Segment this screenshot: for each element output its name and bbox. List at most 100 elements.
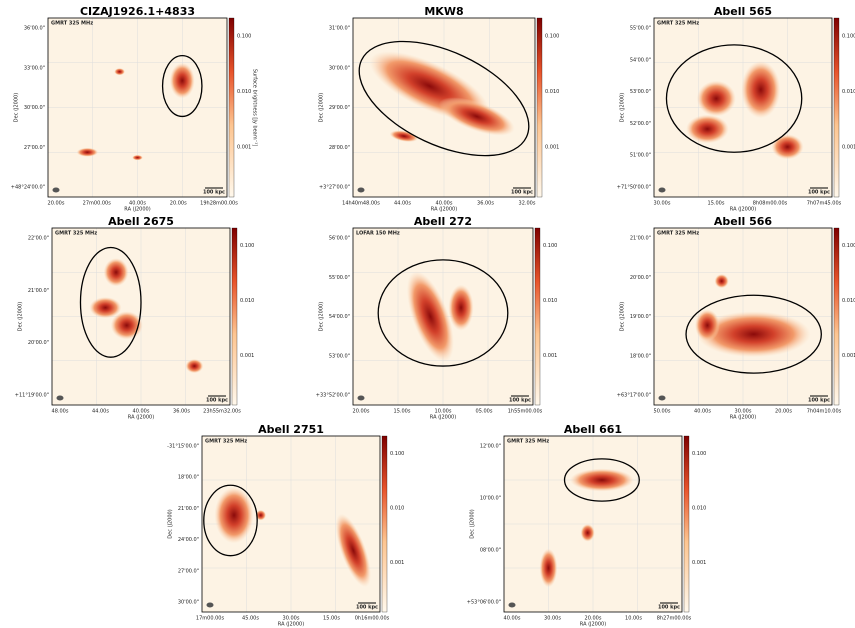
colorbar-tick-label: 0.100: [390, 451, 404, 457]
frame: [201, 435, 381, 613]
y-tick-label: +63°17'00.0": [617, 393, 651, 399]
y-tick-label: 51'00.0": [630, 153, 651, 159]
beam: [508, 602, 516, 608]
radio-emission: [696, 311, 811, 358]
scalebar-label: 100 kpc: [808, 398, 830, 404]
x-tick-label: 20.00s: [353, 409, 370, 415]
x-tick-label: 30.00s: [544, 616, 561, 622]
x-tick-label: 7h04m10.00s: [807, 409, 842, 415]
radio-emission: [406, 271, 454, 362]
telescope-label: GMRT 325 MHz: [205, 439, 247, 445]
y-axis-label: Dec (J2000): [620, 93, 626, 122]
scalebar-label: 100 kpc: [203, 190, 225, 196]
colorbar-tick-label: 0.100: [842, 33, 855, 39]
y-tick-label: +11°19'00.0": [15, 393, 49, 399]
y-tick-label: 18'00.0": [178, 475, 199, 481]
x-tick-label: 19h28m00.00s: [200, 201, 238, 207]
colorbar-tick-label: 0.010: [692, 506, 706, 512]
y-tick-label: 20'00.0": [28, 340, 49, 346]
telescope-label: LOFAR 150 MHz: [356, 231, 400, 237]
x-tick-label: 8h27m00.00s: [657, 616, 692, 622]
x-tick-label: 15.00s: [394, 409, 411, 415]
y-tick-label: 12'00.0": [480, 444, 501, 450]
radio-emission: [696, 80, 736, 117]
y-tick-label: 29'00.0": [329, 105, 350, 111]
beam: [357, 395, 365, 401]
x-tick-label: 10.00s: [625, 616, 642, 622]
x-tick-label: 36.00s: [173, 409, 190, 415]
colorbar: [833, 17, 840, 198]
radio-emission: [335, 513, 371, 588]
radio-emission: [771, 134, 804, 160]
x-tick-label: 8h08m00.00s: [753, 201, 788, 207]
radio-emission: [438, 97, 515, 136]
x-axis-label: RA (J2000): [580, 622, 606, 628]
colorbar-tick-label: 0.001: [692, 560, 706, 566]
x-tick-label: 32.00s: [519, 201, 536, 207]
radio-emission: [686, 114, 729, 144]
x-axis-label: RA (J2000): [431, 207, 457, 213]
beam: [206, 602, 214, 608]
y-tick-label: 10'00.0": [480, 496, 501, 502]
halo-outline: [358, 40, 530, 157]
y-tick-label: 30'00.0": [178, 600, 199, 606]
scalebar-label: 100 kpc: [808, 190, 830, 196]
colorbar: [231, 227, 238, 406]
panel-title: Abell 565: [714, 5, 772, 18]
x-axis-label: RA (J2000): [128, 415, 154, 421]
y-tick-label: 24'00.0": [178, 537, 199, 543]
radio-emission: [185, 358, 204, 374]
halo-outline: [161, 54, 203, 118]
colorbar-tick-label: 0.100: [240, 243, 254, 249]
scalebar-label: 100 kpc: [356, 605, 378, 611]
scalebar-label: 100 kpc: [509, 398, 531, 404]
x-axis-label: RA (J2000): [124, 207, 150, 213]
panel-title: Abell 566: [714, 215, 773, 228]
x-tick-label: 20.00s: [775, 409, 792, 415]
x-tick-label: 40.00s: [436, 201, 453, 207]
y-axis-label: Dec (J2000): [319, 302, 325, 331]
x-tick-label: 40.00s: [133, 409, 150, 415]
radio-emission: [580, 524, 595, 542]
telescope-label: GMRT 325 MHz: [507, 439, 549, 445]
beam: [52, 187, 60, 193]
halo-outline: [79, 246, 142, 358]
radio-emission: [448, 284, 474, 331]
x-tick-label: 17m00.00s: [196, 616, 225, 622]
radio-emission: [103, 258, 129, 287]
colorbar-tick-label: 0.010: [842, 298, 855, 304]
x-tick-label: 30.00s: [735, 409, 752, 415]
colorbar: [534, 227, 541, 406]
y-tick-label: 19'00.0": [630, 314, 651, 320]
y-tick-label: 52'00.0": [630, 121, 651, 127]
colorbar: [228, 17, 235, 198]
frame: [47, 17, 228, 198]
radio-emission: [89, 297, 122, 319]
radio-emission: [110, 311, 143, 340]
y-tick-label: 21'00.0": [28, 288, 49, 294]
y-tick-label: 55'00.0": [630, 26, 651, 32]
frame: [352, 227, 534, 406]
x-tick-label: 27m00.00s: [83, 201, 112, 207]
radio-emission: [214, 487, 254, 544]
x-axis-label: RA (J2000): [430, 415, 456, 421]
y-tick-label: 36'00.0": [24, 26, 45, 32]
radio-emission: [714, 274, 729, 289]
halo-outline: [665, 44, 803, 153]
radio-emission: [76, 147, 99, 157]
radio-emission: [132, 154, 143, 161]
telescope-label: GMRT 325 MHz: [657, 21, 699, 27]
x-tick-label: 44.00s: [394, 201, 411, 207]
y-tick-label: 08'00.0": [480, 548, 501, 554]
radio-emission: [114, 68, 125, 76]
colorbar-tick-label: 0.010: [237, 89, 251, 95]
x-tick-label: 05.00s: [476, 409, 493, 415]
panel-title: MKW8: [424, 5, 463, 18]
y-tick-label: +71°50'00.0": [617, 185, 651, 191]
y-tick-label: +53°06'00.0": [467, 600, 501, 606]
x-tick-label: 48.00s: [52, 409, 69, 415]
x-tick-label: 7h07m45.00s: [807, 201, 842, 207]
frame: [51, 227, 231, 406]
x-tick-label: 20.00s: [48, 201, 65, 207]
y-tick-label: 30'00.0": [24, 105, 45, 111]
